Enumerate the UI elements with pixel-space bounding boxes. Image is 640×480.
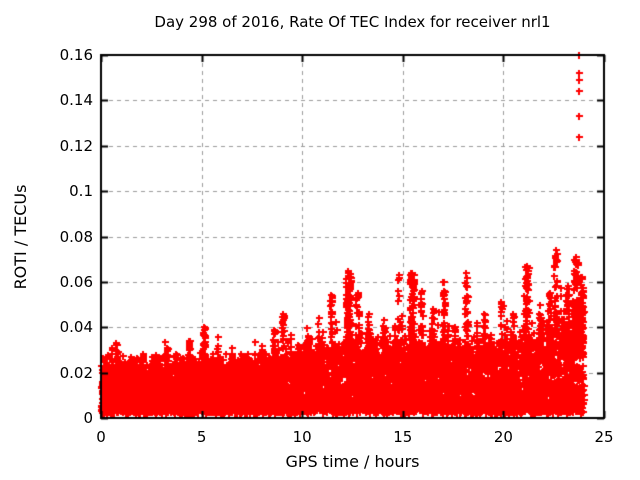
y-tick-label: 0.08	[59, 227, 93, 246]
x-tick-label: 5	[196, 428, 207, 446]
x-tick-label: 10	[292, 428, 312, 446]
y-tick-label: 0.16	[59, 46, 93, 64]
y-tick-label: 0.14	[59, 91, 93, 110]
x-tick-label: 25	[594, 428, 614, 446]
x-tick-label: 0	[96, 428, 106, 446]
y-tick-label: 0.1	[69, 182, 93, 201]
y-tick-label: 0.02	[59, 363, 93, 382]
y-tick-label: 0.06	[59, 272, 93, 291]
y-tick-label: 0.12	[59, 136, 93, 155]
x-tick-label: 15	[393, 428, 413, 446]
x-tick-label: 20	[493, 428, 513, 446]
x-axis-label: GPS time / hours	[285, 452, 420, 471]
y-tick-label: 0.04	[59, 318, 93, 337]
y-tick-label: 0	[83, 409, 93, 427]
chart-title: Day 298 of 2016, Rate Of TEC Index for r…	[154, 13, 551, 31]
